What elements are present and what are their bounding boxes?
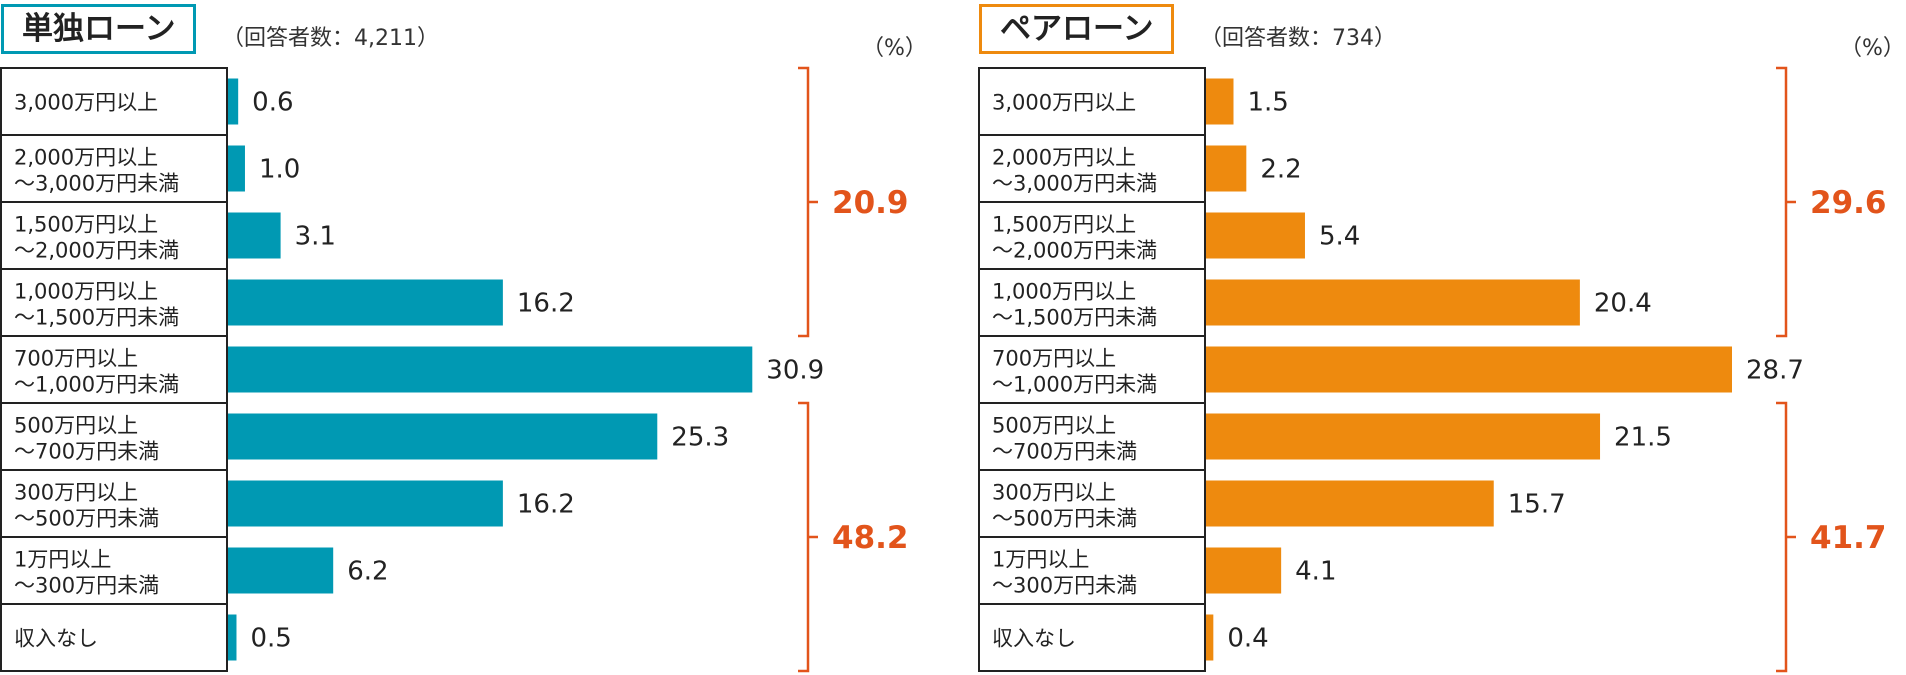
value-label: 0.5 — [250, 624, 291, 654]
category-label: 1,500万円以上 — [992, 213, 1136, 237]
category-label: 3,000万円以上 — [992, 91, 1136, 115]
value-label: 15.7 — [1508, 490, 1566, 520]
pair-loan-unit: （%） — [1840, 36, 1905, 61]
category-label: 3,000万円以上 — [14, 91, 158, 115]
single-loan-unit: （%） — [862, 36, 927, 61]
value-label: 0.6 — [252, 88, 293, 118]
category-label: 1,000万円以上 — [14, 280, 158, 304]
category-box — [978, 67, 1206, 672]
pair-loan-title: ペアローン — [979, 4, 1175, 54]
category-label: 500万円以上 — [14, 414, 138, 438]
value-label: 16.2 — [517, 289, 575, 319]
category-label: 2,000万円以上 — [992, 146, 1136, 170]
value-label: 4.1 — [1295, 557, 1336, 587]
category-label: ～2,000万円未満 — [992, 239, 1157, 263]
group-total-label: 20.9 — [832, 185, 909, 221]
bar — [228, 480, 503, 527]
category-label: ～300万円未満 — [14, 574, 159, 598]
bar — [1206, 413, 1601, 460]
value-label: 25.3 — [671, 423, 729, 453]
category-label: 300万円以上 — [14, 481, 138, 505]
category-label: 1,000万円以上 — [992, 280, 1136, 304]
bar — [228, 346, 753, 393]
bar — [1206, 547, 1282, 594]
bar — [228, 145, 245, 192]
pair-loan-chart: 3,000万円以上 1.5 2,000万円以上～3,000万円未満 2.2 1,500万… — [978, 66, 1887, 673]
bar — [1206, 145, 1247, 192]
value-label: 3.1 — [295, 222, 336, 252]
group-bracket — [1776, 66, 1796, 338]
bar — [228, 279, 503, 326]
pair-loan-panel: ペアローン （回答者数：734） （%） 3,000万円以上 1.5 2,000万円… — [978, 0, 1906, 675]
bar — [228, 614, 237, 661]
category-label: ～500万円未満 — [14, 507, 159, 531]
value-label: 0.4 — [1227, 624, 1268, 654]
value-label: 20.4 — [1594, 289, 1652, 319]
group-bracket — [798, 66, 818, 338]
bar — [228, 212, 281, 259]
category-label: ～700万円未満 — [992, 440, 1137, 464]
category-label: 収入なし — [992, 627, 1076, 651]
group-total-label: 48.2 — [832, 520, 909, 556]
single-loan-respondents: （回答者数：4,211） — [222, 26, 439, 51]
bar — [228, 413, 658, 460]
bar — [1206, 212, 1305, 259]
group-bracket — [798, 401, 818, 673]
value-label: 5.4 — [1319, 222, 1360, 252]
category-label: ～500万円未満 — [992, 507, 1137, 531]
value-label: 16.2 — [517, 490, 575, 520]
single-loan-panel: 単独ローン （回答者数：4,211） （%） 3,000万円以上 0.6 2,000… — [0, 4, 927, 673]
value-label: 1.0 — [259, 155, 300, 185]
single-loan-chart: 3,000万円以上 0.6 2,000万円以上～3,000万円未満 1.0 1,500万… — [0, 66, 909, 673]
category-label: ～3,000万円未満 — [14, 172, 179, 196]
value-label: 28.7 — [1746, 356, 1804, 386]
value-label: 1.5 — [1247, 88, 1288, 118]
group-total-label: 29.6 — [1810, 185, 1887, 221]
category-label: 300万円以上 — [992, 481, 1116, 505]
category-label: ～1,000万円未満 — [14, 373, 179, 397]
value-label: 30.9 — [766, 356, 824, 386]
category-label: ～700万円未満 — [14, 440, 159, 464]
category-label: ～300万円未満 — [992, 574, 1137, 598]
bar — [228, 78, 239, 125]
category-label: ～1,500万円未満 — [992, 306, 1157, 330]
value-label: 2.2 — [1260, 155, 1301, 185]
pair-loan-respondents: （回答者数：734） — [1200, 26, 1396, 51]
bar — [1206, 279, 1580, 326]
bar — [1206, 480, 1494, 527]
category-label: 1,500万円以上 — [14, 213, 158, 237]
group-total-label: 41.7 — [1810, 520, 1887, 556]
category-label: 1万円以上 — [14, 548, 111, 572]
category-label: ～2,000万円未満 — [14, 239, 179, 263]
category-label: 収入なし — [14, 627, 98, 651]
category-label: ～1,000万円未満 — [992, 373, 1157, 397]
category-label: 500万円以上 — [992, 414, 1116, 438]
category-label: 700万円以上 — [992, 347, 1116, 371]
category-label: 700万円以上 — [14, 347, 138, 371]
group-bracket — [1776, 401, 1796, 673]
bar — [1206, 346, 1732, 393]
value-label: 21.5 — [1614, 423, 1672, 453]
category-box — [0, 67, 228, 672]
category-label: ～1,500万円未満 — [14, 306, 179, 330]
category-label: 1万円以上 — [992, 548, 1089, 572]
single-loan-title: 単独ローン — [1, 4, 197, 54]
bar — [228, 547, 334, 594]
bar — [1206, 78, 1234, 125]
category-label: ～3,000万円未満 — [992, 172, 1157, 196]
category-label: 2,000万円以上 — [14, 146, 158, 170]
value-label: 6.2 — [347, 557, 388, 587]
bar — [1206, 614, 1214, 661]
